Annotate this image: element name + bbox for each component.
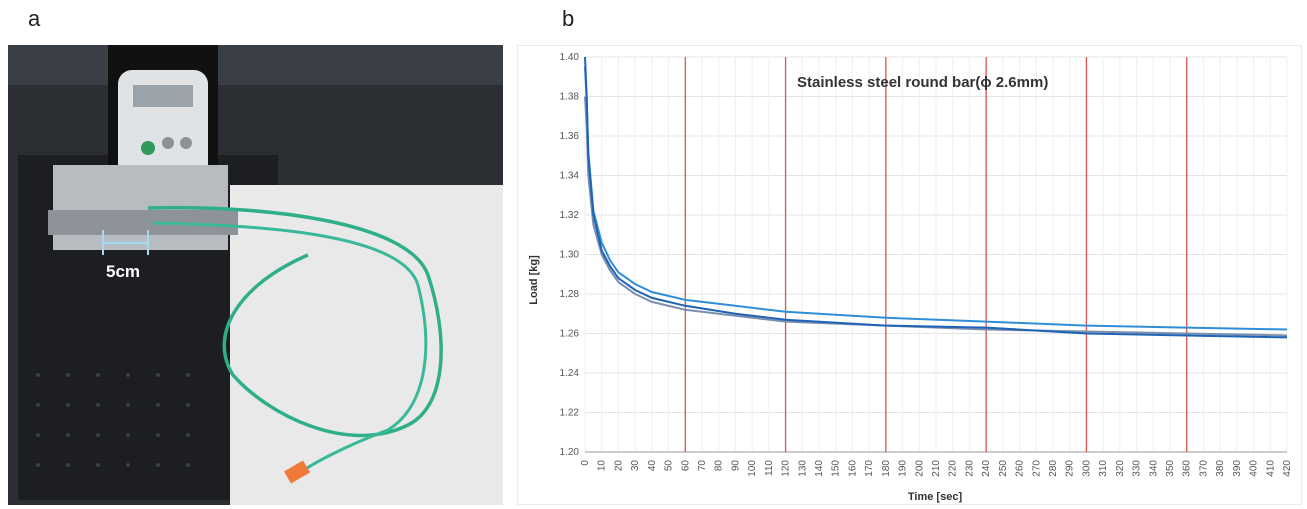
- x-tick-label: 260: [1015, 460, 1026, 477]
- y-tick-label: 1.22: [560, 408, 580, 419]
- time-markers: [684, 57, 1188, 452]
- x-tick-label: 350: [1165, 460, 1176, 477]
- y-axis-title: Load [kg]: [528, 255, 540, 305]
- orange-connector: [283, 460, 311, 484]
- x-tick-label: 320: [1115, 460, 1126, 477]
- x-tick-label: 240: [981, 460, 992, 477]
- chart-title: Stainless steel round bar(ϕ 2.6mm): [797, 74, 1048, 91]
- y-tick-label: 1.28: [560, 289, 580, 300]
- x-tick-label: 90: [730, 460, 741, 472]
- x-tick-label: 20: [613, 460, 624, 472]
- x-tick-label: 40: [647, 460, 658, 472]
- y-tick-label: 1.38: [560, 92, 580, 103]
- x-tick-label: 290: [1065, 460, 1076, 477]
- x-tick-label: 230: [964, 460, 975, 477]
- x-tick-label: 80: [714, 460, 725, 472]
- x-tick-label: 380: [1215, 460, 1226, 477]
- x-tick-label: 210: [931, 460, 942, 477]
- x-tick-label: 150: [831, 460, 842, 477]
- x-tick-label: 120: [781, 460, 792, 477]
- x-axis-ticks: 0 10 20 30 40 50 60 70 80 90 100 110 120 130 140 150 160…: [580, 460, 1293, 477]
- y-tick-label: 1.24: [560, 368, 580, 379]
- x-tick-label: 390: [1232, 460, 1243, 477]
- green-tube: [147, 205, 443, 438]
- x-tick-label: 330: [1132, 460, 1143, 477]
- x-tick-label: 300: [1081, 460, 1092, 477]
- x-tick-label: 130: [797, 460, 808, 477]
- x-tick-label: 30: [630, 460, 641, 472]
- x-tick-label: 170: [864, 460, 875, 477]
- y-tick-label: 1.32: [560, 210, 580, 221]
- x-tick-label: 100: [747, 460, 758, 477]
- x-tick-label: 110: [764, 460, 775, 476]
- panel-label-a: a: [28, 6, 41, 31]
- scale-label: 5cm: [106, 262, 140, 281]
- series-line-1: [584, 56, 1288, 339]
- x-tick-label: 10: [597, 460, 608, 472]
- y-tick-label: 1.26: [560, 329, 580, 340]
- x-tick-label: 420: [1282, 460, 1293, 477]
- x-tick-label: 200: [914, 460, 925, 477]
- y-tick-label: 1.30: [560, 250, 580, 261]
- x-tick-label: 410: [1265, 460, 1276, 477]
- x-tick-label: 220: [948, 460, 959, 477]
- y-tick-label: 1.36: [560, 131, 580, 142]
- x-tick-label: 360: [1182, 460, 1193, 477]
- x-tick-label: 50: [664, 460, 675, 472]
- x-tick-label: 180: [881, 460, 892, 477]
- x-tick-label: 190: [898, 460, 909, 477]
- x-tick-label: 160: [847, 460, 858, 477]
- x-tick-label: 370: [1198, 460, 1209, 477]
- x-tick-label: 340: [1148, 460, 1159, 477]
- white-plate: [230, 185, 503, 505]
- x-tick-label: 140: [814, 460, 825, 477]
- load-time-chart: 1.20 1.22 1.24 1.26 1.28 1.30 1.32 1.34 1.36 1.38…: [517, 45, 1302, 505]
- x-tick-label: 310: [1098, 460, 1109, 477]
- test-apparatus-photo: 5cm: [8, 45, 503, 505]
- x-tick-label: 60: [680, 460, 691, 472]
- y-axis-ticks: 1.20 1.22 1.24 1.26 1.28 1.30 1.32 1.34 1.36 1.38…: [560, 52, 580, 458]
- x-tick-label: 280: [1048, 460, 1059, 477]
- x-tick-label: 0: [580, 460, 591, 466]
- y-tick-label: 1.34: [560, 171, 580, 182]
- panel-label-b: b: [562, 6, 575, 31]
- x-tick-label: 250: [998, 460, 1009, 477]
- x-axis-title: Time [sec]: [908, 491, 963, 503]
- x-tick-label: 70: [697, 460, 708, 472]
- series-group: [584, 56, 1288, 339]
- x-tick-label: 400: [1249, 460, 1260, 477]
- y-tick-label: 1.20: [560, 447, 580, 458]
- y-tick-label: 1.40: [560, 52, 580, 63]
- x-tick-label: 270: [1031, 460, 1042, 477]
